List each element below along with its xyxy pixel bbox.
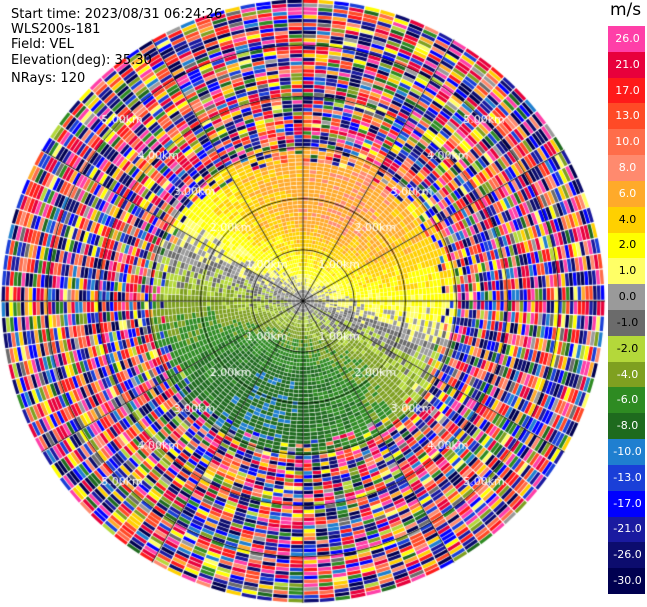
colorbar-segment — [608, 387, 645, 414]
colorbar-segment — [608, 464, 645, 492]
colorbar-tick-label: -21.0 — [613, 522, 642, 536]
colorbar-segment — [608, 542, 645, 569]
colorbar-tick-label: 6.0 — [618, 186, 637, 200]
colorbar-tick-label: 8.0 — [618, 161, 637, 174]
colorbar-segment — [608, 26, 645, 53]
elevation-label: Elevation(deg): 35.30 — [11, 53, 152, 68]
colorbar-tick-label: 26.0 — [615, 31, 640, 45]
colorbar-segment — [608, 284, 645, 311]
colorbar-tick-label: -10.0 — [613, 445, 642, 458]
colorbar-tick-label: -13.0 — [613, 470, 642, 484]
colorbar-tick-label: 4.0 — [618, 212, 637, 226]
colorbar-tick-label: 21.0 — [615, 57, 640, 71]
colorbar-tick-label: -1.0 — [616, 315, 639, 329]
colorbar-segment — [608, 206, 645, 234]
colorbar-tick-label: -4.0 — [616, 367, 639, 381]
colorbar-segment — [608, 129, 645, 156]
colorbar-segment — [608, 490, 645, 518]
colorbar-segment — [608, 103, 645, 130]
colorbar-tick-label: -2.0 — [616, 341, 639, 355]
colorbar-unit: m/s — [610, 0, 642, 20]
colorbar-tick-label: -17.0 — [613, 496, 642, 510]
colorbar-segment — [608, 516, 645, 543]
colorbar-tick-label: 0.0 — [618, 290, 637, 304]
colorbar-segment — [608, 232, 645, 259]
start-time-label: Start time: 2023/08/31 06:24:26 — [11, 7, 223, 22]
colorbar-segment — [608, 180, 645, 208]
colorbar-segment — [608, 258, 645, 285]
colorbar-segment — [608, 568, 645, 595]
colorbar-tick-label: -8.0 — [616, 419, 639, 433]
colorbar-tick-label: 1.0 — [618, 264, 637, 278]
colorbar — [608, 26, 645, 595]
field-label: Field: VEL — [11, 37, 74, 52]
colorbar-segment — [608, 310, 645, 337]
instrument-label: WLS200s-181 — [11, 22, 101, 37]
ppi-plot — [0, 0, 607, 607]
colorbar-tick-label: 17.0 — [615, 83, 640, 97]
colorbar-tick-label: 10.0 — [615, 135, 640, 149]
colorbar-tick-label: -6.0 — [616, 393, 639, 407]
colorbar-segment — [608, 77, 645, 104]
nrays-label: NRays: 120 — [11, 71, 86, 86]
colorbar-tick-label: -30.0 — [613, 574, 642, 588]
colorbar-segment — [608, 51, 645, 79]
colorbar-segment — [608, 155, 645, 182]
colorbar-segment — [608, 361, 645, 388]
colorbar-segment — [608, 335, 645, 363]
colorbar-tick-label: -26.0 — [613, 548, 642, 562]
colorbar-segment — [608, 439, 645, 466]
colorbar-tick-label: 13.0 — [615, 109, 640, 123]
colorbar-segment — [608, 413, 645, 440]
colorbar-tick-label: 2.0 — [618, 238, 637, 252]
